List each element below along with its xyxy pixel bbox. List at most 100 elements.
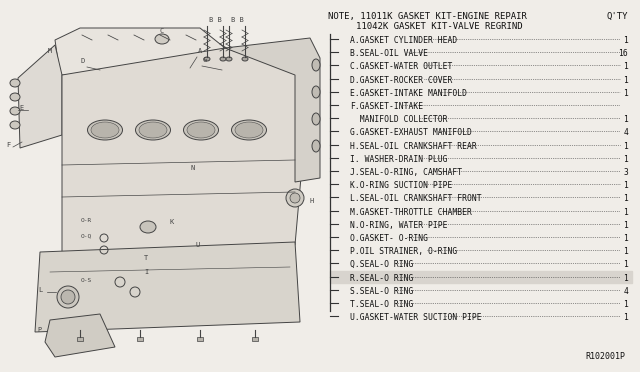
- Ellipse shape: [312, 59, 320, 71]
- Text: MANIFOLD COLLECTOR: MANIFOLD COLLECTOR: [350, 115, 447, 124]
- Text: L.SEAL-OIL CRANKSHAFT FRONT: L.SEAL-OIL CRANKSHAFT FRONT: [350, 195, 482, 203]
- Text: 1: 1: [623, 234, 628, 243]
- Text: F.GASKET-INTAKE: F.GASKET-INTAKE: [350, 102, 423, 111]
- Text: 1: 1: [623, 155, 628, 164]
- Text: 1: 1: [623, 36, 628, 45]
- Text: M.GASKET-THROTTLE CHAMBER: M.GASKET-THROTTLE CHAMBER: [350, 208, 472, 217]
- Text: 4: 4: [623, 287, 628, 296]
- Text: E.GASKET-INTAKE MANIFOLD: E.GASKET-INTAKE MANIFOLD: [350, 89, 467, 98]
- Polygon shape: [330, 270, 632, 283]
- Text: G.GASKET-EXHAUST MANIFOLD: G.GASKET-EXHAUST MANIFOLD: [350, 128, 472, 137]
- Text: NOTE, 11011K GASKET KIT-ENGINE REPAIR: NOTE, 11011K GASKET KIT-ENGINE REPAIR: [328, 12, 527, 21]
- Text: 4: 4: [623, 128, 628, 137]
- Text: 16: 16: [618, 49, 628, 58]
- Text: Q.SEAL-O RING: Q.SEAL-O RING: [350, 260, 413, 269]
- Text: 1: 1: [623, 142, 628, 151]
- Text: G: G: [203, 57, 207, 63]
- Text: P: P: [38, 327, 42, 333]
- Bar: [77, 337, 83, 341]
- Text: P.OIL STRAINER, O-RING: P.OIL STRAINER, O-RING: [350, 247, 457, 256]
- Polygon shape: [225, 38, 320, 182]
- Text: A.GASKET CYLINDER HEAD: A.GASKET CYLINDER HEAD: [350, 36, 457, 45]
- Text: O-S: O-S: [81, 278, 92, 283]
- Bar: [137, 337, 143, 341]
- Ellipse shape: [184, 120, 218, 140]
- Ellipse shape: [312, 140, 320, 152]
- Text: R102001P: R102001P: [585, 352, 625, 361]
- Text: 1: 1: [623, 115, 628, 124]
- Text: 1: 1: [623, 181, 628, 190]
- Text: J.SEAL-O-RING, CAMSHAFT: J.SEAL-O-RING, CAMSHAFT: [350, 168, 462, 177]
- Text: C.GASKET-WATER OUTLET: C.GASKET-WATER OUTLET: [350, 62, 452, 71]
- Text: H: H: [310, 198, 314, 204]
- Text: B B: B B: [230, 17, 243, 23]
- Text: D.GASKET-ROCKER COVER: D.GASKET-ROCKER COVER: [350, 76, 452, 84]
- Text: I: I: [144, 269, 148, 275]
- Ellipse shape: [235, 122, 263, 138]
- Ellipse shape: [91, 122, 119, 138]
- Text: C: C: [160, 28, 164, 34]
- Text: O.GASKET- O-RING: O.GASKET- O-RING: [350, 234, 428, 243]
- Text: T: T: [144, 255, 148, 261]
- Text: 1: 1: [623, 247, 628, 256]
- Ellipse shape: [204, 57, 210, 61]
- Polygon shape: [62, 48, 310, 262]
- Text: S.SEAL-O RING: S.SEAL-O RING: [350, 287, 413, 296]
- Text: 1: 1: [623, 221, 628, 230]
- Text: 1: 1: [623, 208, 628, 217]
- Text: K: K: [170, 219, 174, 225]
- Ellipse shape: [187, 122, 215, 138]
- Ellipse shape: [312, 86, 320, 98]
- Text: B.SEAL-OIL VALVE: B.SEAL-OIL VALVE: [350, 49, 428, 58]
- Text: Q'TY: Q'TY: [607, 12, 628, 21]
- Text: O-R: O-R: [81, 218, 92, 223]
- Text: 3: 3: [623, 168, 628, 177]
- Ellipse shape: [220, 57, 226, 61]
- Text: 1: 1: [623, 76, 628, 84]
- Text: T.SEAL-O RING: T.SEAL-O RING: [350, 300, 413, 309]
- Polygon shape: [55, 28, 225, 75]
- Polygon shape: [35, 242, 300, 332]
- Polygon shape: [18, 45, 62, 148]
- Text: U: U: [196, 242, 200, 248]
- Text: 1: 1: [623, 260, 628, 269]
- Text: H.SEAL-OIL CRANKSHAFT REAR: H.SEAL-OIL CRANKSHAFT REAR: [350, 142, 477, 151]
- Text: U.GASKET-WATER SUCTION PIPE: U.GASKET-WATER SUCTION PIPE: [350, 313, 482, 322]
- Text: L: L: [38, 287, 42, 293]
- Ellipse shape: [290, 193, 300, 203]
- Text: R.SEAL-O RING: R.SEAL-O RING: [350, 273, 413, 283]
- Ellipse shape: [10, 93, 20, 101]
- Text: A: A: [198, 48, 202, 54]
- Text: 1: 1: [623, 89, 628, 98]
- Text: O-Q: O-Q: [81, 233, 92, 238]
- Ellipse shape: [61, 290, 75, 304]
- Ellipse shape: [139, 122, 167, 138]
- Ellipse shape: [136, 120, 170, 140]
- Ellipse shape: [10, 79, 20, 87]
- Text: N: N: [191, 165, 195, 171]
- Text: I. WASHER-DRAIN PLUG: I. WASHER-DRAIN PLUG: [350, 155, 447, 164]
- Text: 1: 1: [623, 313, 628, 322]
- Text: D: D: [81, 58, 85, 64]
- Bar: [252, 337, 258, 341]
- Text: 1: 1: [623, 273, 628, 283]
- Ellipse shape: [232, 120, 266, 140]
- Ellipse shape: [10, 121, 20, 129]
- Text: K.O-RING SUCTION PIPE: K.O-RING SUCTION PIPE: [350, 181, 452, 190]
- Ellipse shape: [242, 57, 248, 61]
- Text: 1: 1: [623, 300, 628, 309]
- Text: 11042K GASKET KIT-VALVE REGRIND: 11042K GASKET KIT-VALVE REGRIND: [356, 22, 523, 31]
- Ellipse shape: [312, 113, 320, 125]
- Polygon shape: [45, 314, 115, 357]
- Ellipse shape: [286, 189, 304, 207]
- Ellipse shape: [140, 221, 156, 233]
- Text: B B: B B: [209, 17, 221, 23]
- Text: 1: 1: [623, 62, 628, 71]
- Text: N.O-RING, WATER PIPE: N.O-RING, WATER PIPE: [350, 221, 447, 230]
- Ellipse shape: [10, 107, 20, 115]
- Ellipse shape: [57, 286, 79, 308]
- Bar: [197, 337, 203, 341]
- Ellipse shape: [88, 120, 122, 140]
- Text: M: M: [48, 48, 52, 54]
- Ellipse shape: [155, 34, 169, 44]
